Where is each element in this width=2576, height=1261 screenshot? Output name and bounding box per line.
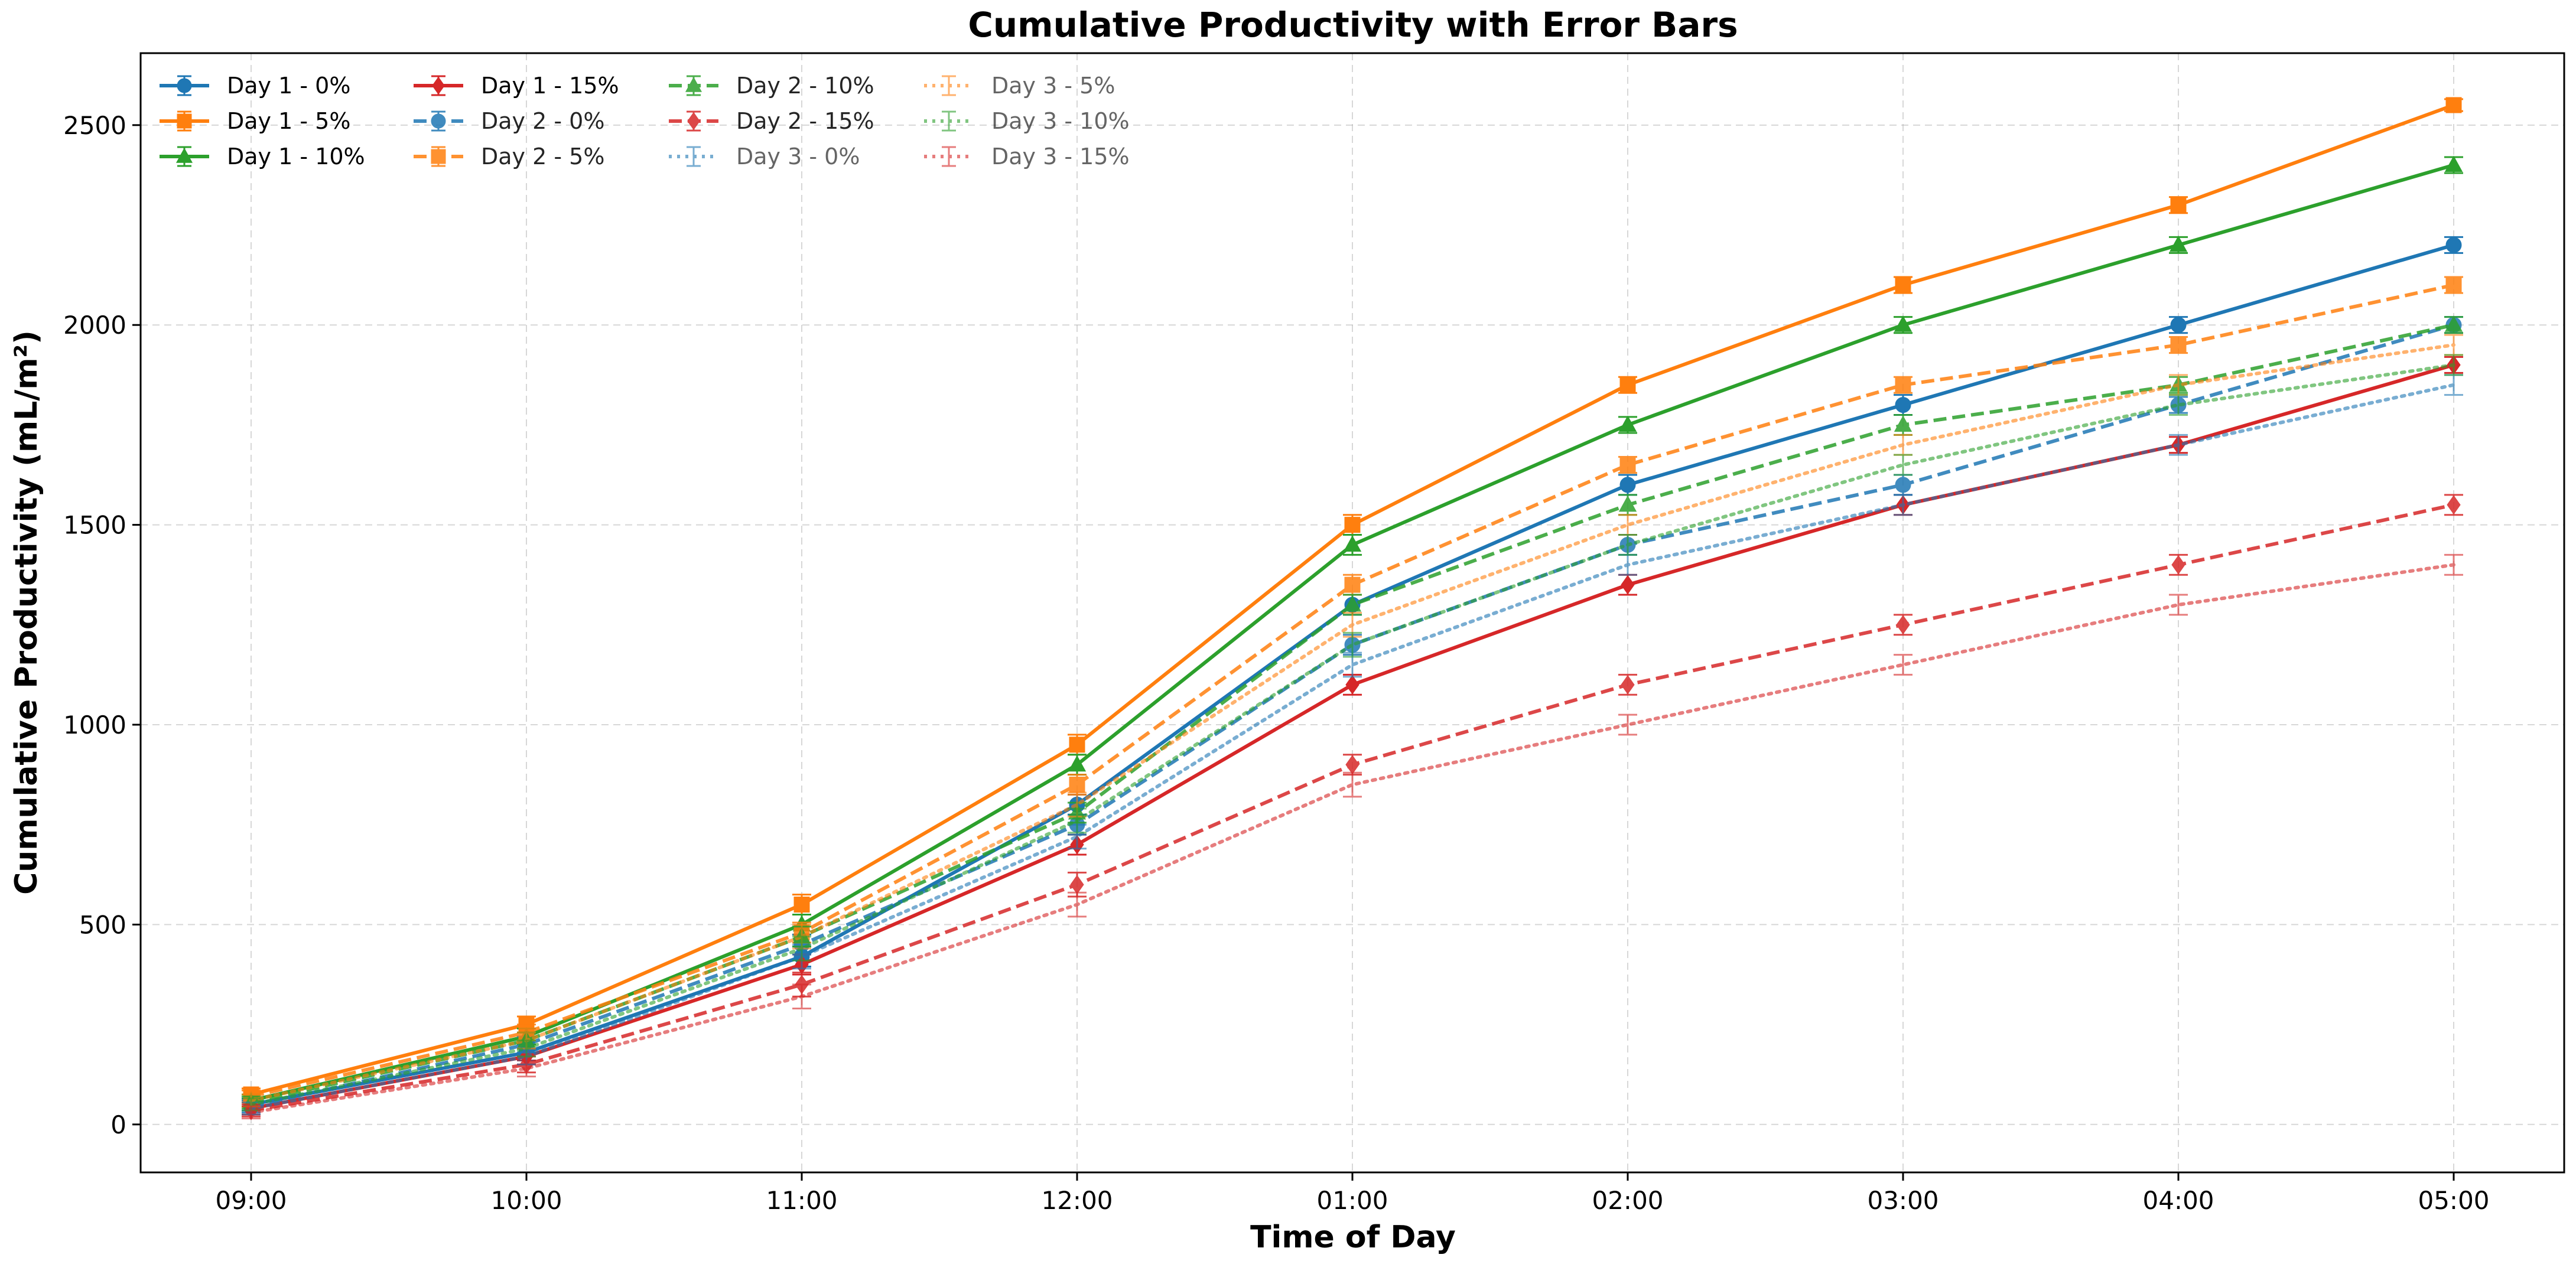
- y-tick-label: 2500: [63, 111, 126, 140]
- data-point: [1618, 495, 1637, 512]
- x-tick-label: 03:00: [1867, 1186, 1938, 1215]
- legend-label: Day 2 - 0%: [481, 108, 604, 134]
- series-line: [251, 323, 2454, 1104]
- legend-label: Day 1 - 5%: [227, 108, 350, 134]
- data-point: [1343, 595, 1362, 612]
- series-line: [251, 323, 2454, 1109]
- data-point: [793, 897, 810, 913]
- x-tick-label: 09:00: [215, 1186, 287, 1215]
- y-tick-label: 500: [79, 910, 126, 939]
- data-point: [2444, 155, 2463, 172]
- data-point: [1344, 576, 1361, 593]
- legend-label: Day 3 - 15%: [991, 144, 1130, 170]
- y-tick-label: 1000: [63, 711, 126, 739]
- series-line: [251, 363, 2454, 1110]
- legend-entry: Day 1 - 0%: [160, 73, 350, 99]
- legend: Day 1 - 0% Day 1 - 5% Day 1 - 10% Day 1 - 1…: [160, 73, 1130, 170]
- data-point: [1070, 875, 1084, 895]
- legend-entry: Day 2 - 15%: [669, 108, 874, 134]
- data-point: [2170, 317, 2187, 333]
- x-tick-label: 11:00: [766, 1186, 837, 1215]
- data-point: [1069, 777, 1085, 793]
- series-2: [242, 97, 2463, 1103]
- data-point: [2444, 315, 2463, 332]
- y-tick-label: 1500: [63, 511, 126, 540]
- legend-marker: [432, 76, 445, 95]
- data-point: [2445, 237, 2462, 253]
- legend-label: Day 3 - 10%: [991, 108, 1130, 134]
- series-line: [251, 283, 2454, 1099]
- legend-entry: Day 1 - 15%: [414, 73, 619, 99]
- legend-marker: [177, 113, 192, 129]
- legend-label: Day 3 - 0%: [736, 144, 860, 170]
- legend-label: Day 2 - 5%: [481, 144, 604, 170]
- data-point: [2447, 495, 2461, 515]
- legend-entry: Day 3 - 0%: [669, 144, 860, 170]
- data-point: [2171, 555, 2185, 575]
- data-point: [1619, 377, 1636, 393]
- y-tick-label: 0: [110, 1110, 126, 1139]
- data-point: [1895, 397, 1911, 413]
- series-12: [242, 553, 2463, 1120]
- data-point: [1621, 575, 1635, 595]
- data-point: [2170, 197, 2187, 213]
- data-point: [1618, 415, 1637, 432]
- data-point: [1344, 517, 1361, 533]
- legend-label: Day 2 - 15%: [736, 108, 874, 134]
- legend-marker: [685, 77, 702, 92]
- legend-marker: [431, 113, 446, 129]
- series-line: [249, 363, 2455, 1106]
- legend-label: Day 2 - 10%: [736, 73, 874, 99]
- legend-label: Day 3 - 5%: [991, 73, 1115, 99]
- data-point: [1069, 737, 1085, 753]
- x-tick-label: 05:00: [2418, 1186, 2489, 1215]
- legend-marker: [177, 78, 192, 93]
- data-point: [1345, 755, 1359, 775]
- data-point: [1345, 675, 1359, 695]
- data-point: [1894, 315, 1913, 332]
- legend-marker: [175, 148, 193, 163]
- x-tick-label: 12:00: [1041, 1186, 1113, 1215]
- x-tick-label: 10:00: [490, 1186, 562, 1215]
- data-point: [1068, 755, 1087, 772]
- data-point: [1894, 415, 1913, 432]
- chart-title: Cumulative Productivity with Error Bars: [968, 5, 1738, 45]
- legend-entry: Day 2 - 10%: [669, 73, 874, 99]
- legend-label: Day 1 - 15%: [481, 73, 619, 99]
- data-point: [2445, 277, 2462, 294]
- legend-label: Day 1 - 0%: [227, 73, 350, 99]
- data-point: [1895, 277, 1911, 294]
- legend-entry: Day 3 - 5%: [924, 73, 1115, 99]
- legend-entry: Day 3 - 15%: [924, 144, 1130, 170]
- legend-entry: Day 1 - 5%: [160, 108, 350, 134]
- legend-entry: Day 2 - 0%: [414, 108, 604, 134]
- y-tick-label: 2000: [63, 311, 126, 340]
- legend-entry: Day 1 - 10%: [160, 144, 365, 170]
- data-point: [2169, 235, 2188, 252]
- x-axis-label: Time of Day: [1250, 1220, 1456, 1255]
- x-tick-label: 04:00: [2142, 1186, 2214, 1215]
- data-point: [1621, 675, 1635, 695]
- data-point: [1619, 477, 1636, 493]
- data-point: [1895, 477, 1911, 493]
- data-point: [1896, 615, 1910, 635]
- legend-entry: Day 3 - 10%: [924, 108, 1130, 134]
- x-tick-label: 02:00: [1592, 1186, 1663, 1215]
- legend-label: Day 1 - 10%: [227, 144, 365, 170]
- legend-marker: [687, 112, 700, 131]
- series-layer: [242, 97, 2463, 1120]
- legend-marker: [431, 149, 446, 164]
- tick-layer: 09:00 10:00 11:00 12:00 01:00 02:00 03:00 04:00…: [63, 111, 2489, 1215]
- data-point: [2170, 337, 2187, 353]
- x-tick-label: 01:00: [1316, 1186, 1388, 1215]
- y-axis-label: Cumulative Productivity (mL/m²): [9, 330, 44, 895]
- data-point: [1343, 535, 1362, 552]
- data-point: [1619, 457, 1636, 473]
- data-point: [1895, 377, 1911, 393]
- data-point: [2445, 97, 2462, 113]
- legend-entry: Day 2 - 5%: [414, 144, 604, 170]
